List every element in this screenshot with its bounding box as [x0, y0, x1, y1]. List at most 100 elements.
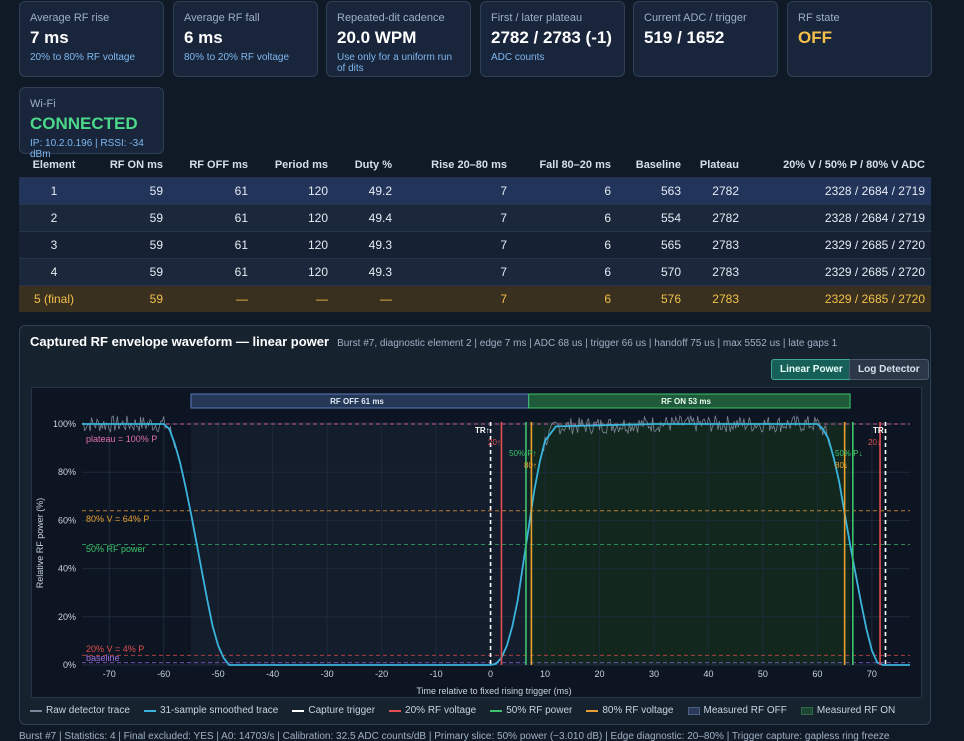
stat-card-wifi: Wi-Fi CONNECTED IP: 10.2.0.196 | RSSI: -…: [19, 87, 164, 160]
table-cell: 2328 / 2684 / 2719: [745, 203, 931, 231]
table-cell: 59: [89, 284, 169, 312]
table-cell: 4: [19, 257, 89, 285]
x-tick-label: 60: [812, 669, 822, 679]
m20-up-label: 20↑: [488, 438, 501, 447]
table-cell: 49.3: [334, 230, 398, 258]
card-label: RF state: [798, 12, 840, 24]
table-row[interactable]: 4 59 61 120 49.3 7 6 570 2783 2329 / 2685 / 2720: [19, 257, 931, 285]
stat-card-rf-state: RF state OFF: [787, 1, 932, 77]
card-sub: 20% to 80% RF voltage: [30, 52, 136, 63]
table-cell: 49.2: [334, 176, 398, 204]
waveform-chart: -70 -60 -50 -40 -30 -20 -10 0 10 20 30 40 50 60 70 0% 20…: [31, 387, 922, 698]
legend-label: 80% RF voltage: [602, 705, 674, 716]
tr-up-label: TR↑: [475, 426, 490, 435]
table-row[interactable]: 3 59 61 120 49.3 7 6 565 2783 2329 / 2685 / 2720: [19, 230, 931, 258]
col-header: Plateau: [699, 158, 739, 171]
x-axis-title: Time relative to fixed rising trigger (m…: [416, 686, 571, 696]
card-label: Wi-Fi: [30, 98, 56, 110]
rf-on-band-header: [528, 393, 851, 409]
legend-swatch: [143, 709, 156, 712]
m50-down-label: 50% P↓: [835, 449, 863, 458]
x-tick-label: 70: [867, 669, 877, 679]
legend-swatch: [30, 709, 42, 712]
legend-swatch: [687, 706, 700, 715]
x-tick-label: -70: [103, 669, 116, 679]
p50-label: 50% RF power: [86, 544, 146, 554]
table-cell: 2329 / 2685 / 2720: [745, 230, 931, 258]
table-cell: 2783: [687, 257, 745, 285]
x-tick-label: 0: [488, 669, 493, 679]
table-cell: 2782: [687, 176, 745, 204]
rf-on-region: [528, 422, 851, 665]
x-tick-label: -20: [375, 669, 388, 679]
linear-power-button[interactable]: Linear Power: [771, 359, 852, 380]
legend-item: 80% RF voltage: [586, 705, 674, 716]
table-cell: —: [254, 284, 334, 312]
card-label: Average RF rise: [30, 12, 110, 24]
card-sub: Use only for a uniform run of dits: [337, 52, 453, 74]
table-cell: 49.3: [334, 257, 398, 285]
table-cell: 6: [513, 284, 617, 312]
legend-item: Measured RF OFF: [687, 705, 787, 716]
v20-label: 20% V = 4% P: [86, 644, 144, 654]
legend-item: 50% RF power: [490, 705, 572, 716]
table-cell: 563: [617, 176, 687, 204]
table-cell: 2783: [687, 284, 745, 312]
table-row[interactable]: 5 (final) 59— — —7 6 576 2783 2329 / 2685 / 272…: [19, 284, 931, 312]
x-tick-label: -50: [212, 669, 225, 679]
log-detector-button[interactable]: Log Detector: [849, 359, 929, 380]
table-cell: 59: [89, 203, 169, 231]
legend-label: 31-sample smoothed trace: [159, 705, 279, 716]
x-tick-label: 10: [540, 669, 550, 679]
card-value: 6 ms: [184, 28, 223, 47]
table-cell: 2329 / 2685 / 2720: [745, 284, 931, 312]
x-tick-label: -10: [430, 669, 443, 679]
rf-state-value: OFF: [798, 28, 832, 47]
legend-swatch: [586, 709, 599, 712]
legend-label: Capture trigger: [308, 705, 376, 716]
table-cell: 5 (final): [19, 284, 89, 312]
table-cell: 576: [617, 284, 687, 312]
x-tick-label: 30: [649, 669, 659, 679]
table-cell: 6: [513, 257, 617, 285]
table-cell: 2783: [687, 230, 745, 258]
col-header: RF OFF ms: [189, 158, 248, 171]
col-header: Baseline: [635, 158, 681, 171]
table-cell: 59: [89, 257, 169, 285]
card-value: 2782 / 2783 (-1): [491, 28, 612, 47]
table-cell: 120: [254, 176, 334, 204]
panel-title: Captured RF envelope waveform — linear p…: [30, 334, 837, 349]
m80-up-label: 80↑: [524, 461, 537, 470]
waveform-panel: Captured RF envelope waveform — linear p…: [19, 325, 931, 725]
table-row[interactable]: 1 59 61 120 49.2 7 6 563 2782 2328 / 2684 / 2719: [19, 176, 931, 204]
tr-down-label: TR↓: [873, 426, 888, 435]
table-row[interactable]: 2 59 61 120 49.4 7 6 554 2782 2328 / 2684 / 2719: [19, 203, 931, 231]
y-tick-label: 0%: [63, 660, 76, 670]
legend-item: Raw detector trace: [30, 705, 130, 716]
stat-card-adc: Current ADC / trigger 519 / 1652: [633, 1, 778, 77]
table-cell: 2329 / 2685 / 2720: [745, 257, 931, 285]
legend-label: Measured RF OFF: [703, 705, 787, 716]
card-label: Current ADC / trigger: [644, 12, 747, 24]
legend-label: 20% RF voltage: [405, 705, 477, 716]
m50-up-label: 50% P↑: [509, 449, 537, 458]
table-cell: 59: [89, 230, 169, 258]
legend-label: Measured RF ON: [816, 705, 896, 716]
table-cell: 6: [513, 230, 617, 258]
card-value: 20.0 WPM: [337, 28, 417, 47]
smoothed-trace: [82, 423, 910, 666]
x-tick-label: 50: [758, 669, 768, 679]
card-sub: ADC counts: [491, 52, 545, 63]
y-tick-label: 80%: [58, 467, 76, 477]
m80-down-label: 80↓: [835, 461, 848, 470]
legend-label: 50% RF power: [506, 705, 573, 716]
status-footer: Burst #7 | Statistics: 4 | Final exclude…: [19, 731, 890, 741]
y-tick-label: 100%: [53, 419, 76, 429]
card-value: 519 / 1652: [644, 28, 725, 47]
table-cell: 61: [169, 203, 254, 231]
off-band-label: RF OFF 61 ms: [330, 397, 384, 406]
x-tick-label: -30: [321, 669, 334, 679]
card-label: Repeated-dit cadence: [337, 12, 445, 24]
table-cell: 6: [513, 203, 617, 231]
stat-card-rise: Average RF rise 7 ms 20% to 80% RF volta…: [19, 1, 164, 77]
